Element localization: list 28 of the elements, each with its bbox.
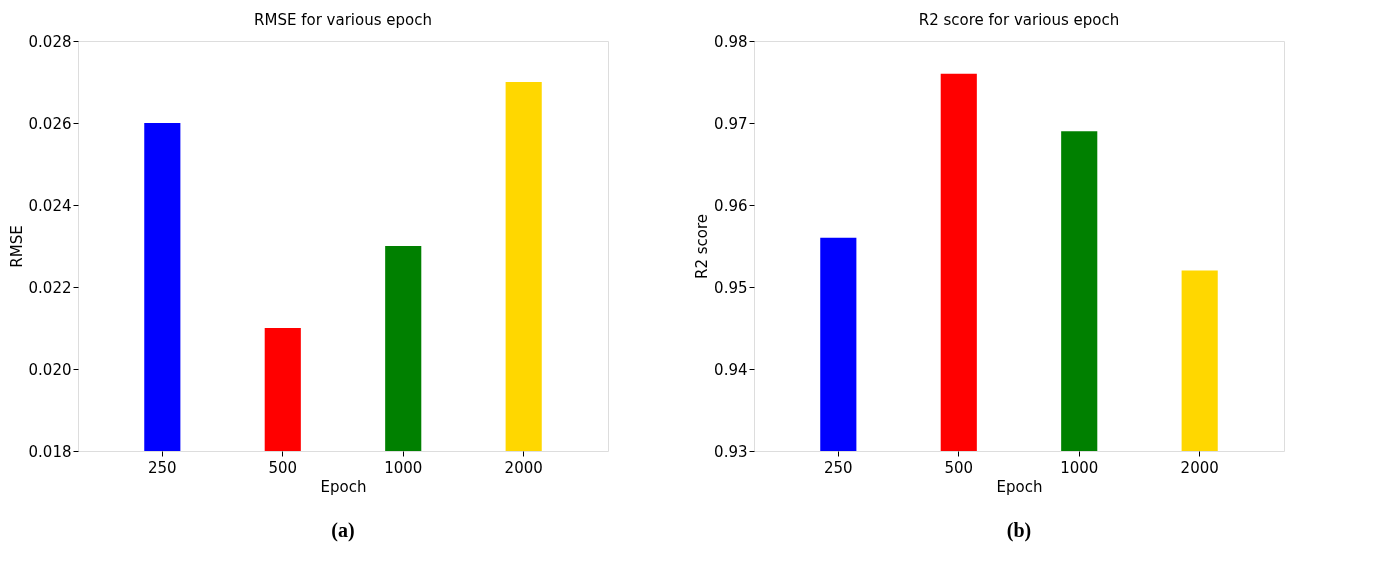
y-tick-label: 0.93 (714, 442, 748, 461)
y-axis-title: R2 score (693, 213, 712, 280)
x-tick-label: 2000 (504, 458, 543, 477)
x-tick-label: 1000 (1060, 458, 1099, 477)
y-axis-title: RMSE (7, 225, 26, 268)
y-tick-label: 0.024 (28, 196, 72, 215)
x-axis-title: Epoch (996, 477, 1043, 496)
text: (a) (331, 519, 355, 542)
y-tick-label: 0.026 (28, 114, 72, 133)
y-tick-label: 0.94 (714, 360, 748, 379)
y-tick-label: 0.97 (714, 114, 748, 133)
y-tick-label: 0.028 (28, 32, 72, 51)
y-tick-label: 0.95 (714, 278, 748, 297)
y-tick-label: 0.022 (28, 278, 72, 297)
x-tick-label: 250 (148, 458, 177, 477)
x-tick-label: 500 (944, 458, 974, 477)
text: (b) (1006, 519, 1032, 542)
x-tick-label: 2000 (1180, 458, 1219, 477)
chart-title: RMSE for various epoch (254, 11, 432, 29)
y-tick-label: 0.96 (714, 196, 748, 215)
x-tick-label: 250 (824, 458, 853, 477)
x-tick-label: 1000 (384, 458, 423, 477)
y-tick-label: 0.98 (714, 32, 748, 51)
y-tick-label: 0.020 (28, 360, 72, 379)
chart-title: R2 score for various epoch (918, 11, 1120, 29)
x-tick-label: 500 (268, 458, 298, 477)
x-axis-title: Epoch (320, 477, 367, 496)
y-tick-label: 0.018 (28, 442, 72, 461)
